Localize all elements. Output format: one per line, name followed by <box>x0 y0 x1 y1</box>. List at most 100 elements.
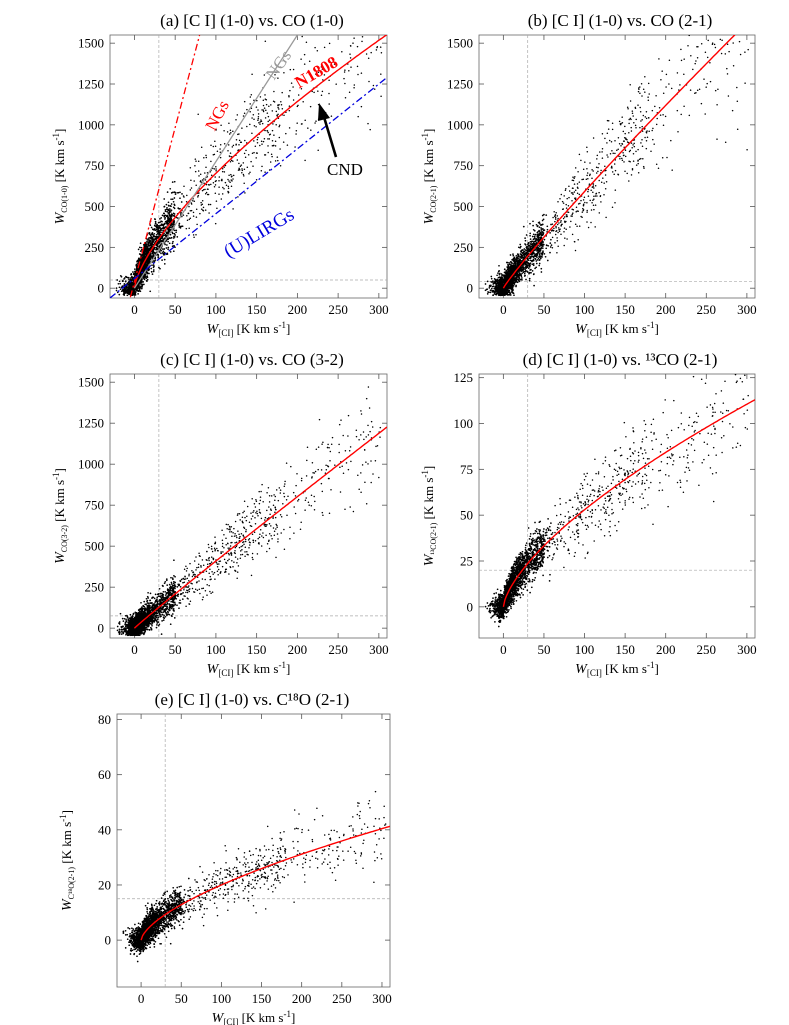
data-point <box>736 86 738 89</box>
data-point <box>523 272 526 275</box>
data-point <box>178 222 181 225</box>
data-point <box>187 212 189 215</box>
data-point <box>279 165 282 167</box>
data-point <box>249 103 251 105</box>
data-point <box>748 10 750 12</box>
data-point <box>626 106 629 109</box>
data-point <box>128 293 130 296</box>
data-point <box>195 160 197 162</box>
data-point <box>151 236 154 239</box>
data-point <box>711 42 714 44</box>
data-point <box>740 20 742 22</box>
data-point <box>549 246 552 248</box>
data-point <box>545 214 548 216</box>
data-point <box>136 268 139 271</box>
data-point <box>572 208 575 211</box>
data-point <box>253 140 255 142</box>
data-point <box>565 215 568 218</box>
data-point <box>595 172 598 174</box>
data-point <box>266 112 269 114</box>
data-point <box>255 106 258 108</box>
data-point <box>229 129 232 132</box>
data-point <box>171 198 174 201</box>
data-point <box>199 180 202 182</box>
data-point <box>309 30 311 32</box>
data-point <box>149 246 152 249</box>
data-point <box>158 245 160 248</box>
data-point <box>228 122 230 124</box>
data-point <box>611 171 614 173</box>
data-point <box>574 249 577 252</box>
data-point <box>633 142 635 145</box>
data-point <box>620 144 622 147</box>
data-point <box>683 58 685 60</box>
data-point <box>128 278 130 281</box>
data-point <box>201 200 204 202</box>
data-point <box>172 237 175 239</box>
data-point <box>170 209 172 212</box>
data-point <box>249 171 251 174</box>
data-point <box>140 258 142 260</box>
data-point <box>116 279 119 281</box>
data-point <box>600 169 602 172</box>
data-point <box>736 100 739 102</box>
data-point <box>288 127 291 129</box>
data-point <box>219 148 221 150</box>
data-point <box>657 167 660 169</box>
data-point <box>533 284 535 287</box>
data-point <box>613 173 615 176</box>
data-point <box>500 275 503 277</box>
data-point <box>156 245 159 248</box>
data-point <box>600 181 603 184</box>
data-point <box>550 244 553 246</box>
data-point <box>265 103 268 106</box>
data-point <box>577 239 579 241</box>
data-point <box>497 270 500 273</box>
data-point <box>368 22 370 24</box>
data-point <box>309 105 312 108</box>
data-point <box>642 88 645 90</box>
data-point <box>606 119 609 122</box>
data-point <box>155 237 158 240</box>
data-point <box>707 39 709 42</box>
data-point <box>599 194 602 197</box>
data-point <box>215 200 218 202</box>
data-point <box>117 282 120 285</box>
data-point <box>221 167 224 170</box>
data-point <box>605 216 607 219</box>
data-point <box>638 158 641 160</box>
data-point <box>598 162 600 165</box>
data-point <box>567 204 570 207</box>
data-point <box>535 252 537 255</box>
data-point <box>590 189 592 191</box>
data-point <box>531 254 533 256</box>
data-point <box>341 50 343 53</box>
data-point <box>153 224 156 227</box>
data-point <box>290 82 293 84</box>
scatter-points <box>484 10 750 297</box>
data-point <box>188 205 190 208</box>
data-point <box>717 88 719 91</box>
data-point <box>289 68 292 71</box>
data-point <box>653 143 655 145</box>
data-point <box>656 117 658 120</box>
y-tick-label: 1000 <box>78 117 104 132</box>
data-point <box>165 247 168 249</box>
data-point <box>607 120 610 122</box>
data-point <box>498 264 500 267</box>
data-point <box>638 88 640 90</box>
data-point <box>348 13 350 15</box>
data-point <box>527 263 529 265</box>
data-point <box>536 246 539 249</box>
data-point <box>200 146 203 148</box>
data-point <box>203 182 205 185</box>
data-point <box>230 132 232 134</box>
data-point <box>380 95 382 98</box>
data-point <box>349 57 352 59</box>
data-point <box>122 280 124 283</box>
data-point <box>554 213 557 216</box>
chart-panel-b: (b) [C I] (1-0) vs. CO (2-1)0 50 100 150 200… <box>420 10 757 338</box>
fit-curve <box>133 35 387 289</box>
data-point <box>327 30 329 32</box>
data-point <box>683 105 685 108</box>
